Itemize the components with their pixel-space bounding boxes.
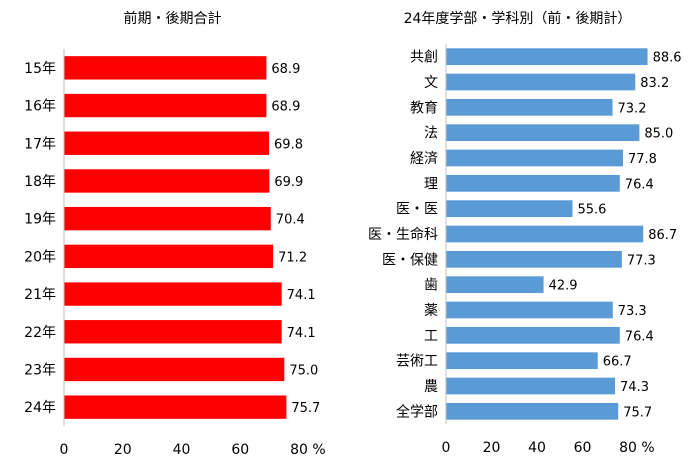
category-label: 18年 — [24, 174, 56, 190]
bar — [446, 73, 636, 91]
x-tick-label: 40 — [528, 440, 546, 456]
category-label: 薬 — [424, 303, 438, 319]
category-label: 農 — [424, 379, 438, 395]
bar — [64, 320, 282, 344]
data-label: 76.4 — [625, 329, 654, 344]
x-tick-label: 20 — [483, 440, 501, 456]
bar — [64, 206, 271, 231]
bar — [446, 377, 616, 395]
category-label: 法 — [424, 126, 438, 142]
category-label: 工 — [424, 328, 438, 344]
bar — [446, 48, 648, 66]
bar — [446, 250, 622, 268]
category-label: 20年 — [24, 249, 56, 265]
bar — [64, 131, 270, 155]
bar — [446, 276, 544, 294]
category-label: 文 — [424, 75, 438, 91]
data-label: 86.7 — [648, 228, 677, 243]
data-label: 73.3 — [618, 304, 647, 319]
data-label: 74.3 — [620, 380, 649, 395]
data-label: 42.9 — [549, 279, 578, 294]
data-label: 74.1 — [287, 288, 316, 303]
bar — [446, 301, 613, 319]
x-tick-label: 20 — [114, 442, 132, 458]
data-label: 77.8 — [628, 152, 657, 167]
bar — [446, 225, 644, 243]
data-label: 88.6 — [653, 51, 682, 66]
bar — [64, 244, 274, 269]
category-label: 医・医 — [396, 202, 438, 218]
bar — [64, 282, 282, 306]
category-label: 17年 — [24, 136, 56, 152]
category-label: 理 — [424, 176, 438, 192]
bar — [446, 200, 573, 218]
bar — [446, 149, 623, 167]
category-label: 全学部 — [396, 403, 438, 420]
bar — [446, 124, 640, 142]
data-label: 70.4 — [276, 213, 305, 228]
data-label: 73.2 — [618, 101, 647, 116]
category-label: 芸術工 — [396, 354, 438, 370]
category-label: 歯 — [424, 278, 438, 294]
data-label: 83.2 — [640, 76, 669, 91]
x-tick-label: 0 — [442, 440, 451, 456]
x-tick-label: 60 — [574, 440, 592, 456]
bar — [64, 93, 267, 118]
data-label: 66.7 — [603, 355, 632, 370]
category-label: 24年 — [24, 400, 56, 416]
bar — [446, 402, 619, 420]
data-label: 68.9 — [271, 62, 300, 77]
data-label: 69.9 — [274, 175, 303, 190]
bar-chart-by-faculty: 共創 88.6 文 83.2 教育 73.2 法 85.0 経済 77.8 理 76.4 医・医 55.6… — [368, 44, 682, 456]
data-label: 69.8 — [274, 137, 303, 152]
x-axis-unit: % — [641, 440, 654, 456]
data-label: 55.6 — [577, 203, 606, 218]
bar — [446, 326, 620, 344]
category-label: 医・保健 — [382, 252, 438, 268]
category-label: 共創 — [410, 50, 438, 66]
category-label: 教育 — [410, 100, 438, 116]
bar — [64, 56, 267, 80]
data-label: 77.3 — [627, 253, 656, 268]
bar — [64, 169, 270, 193]
category-label: 経済 — [410, 151, 438, 167]
x-tick-label: 60 — [231, 442, 249, 458]
x-tick-label: 0 — [60, 442, 69, 458]
data-label: 68.9 — [271, 100, 300, 115]
chart-title: 前期・後期合計 — [123, 11, 222, 27]
data-label: 71.2 — [278, 250, 307, 265]
data-label: 75.7 — [623, 405, 652, 420]
category-label: 16年 — [24, 99, 56, 115]
x-tick-label: 40 — [173, 442, 191, 458]
x-tick-label: 80 — [290, 442, 308, 458]
chart-total: 前期・後期合計 15年 68.9 16年 68.9 17年 69.8 18年 69.9 19年 7… — [24, 11, 326, 458]
category-label: 21年 — [24, 287, 56, 303]
category-label: 医・生命科 — [368, 226, 438, 243]
bar-chart-total: 15年 68.9 16年 68.9 17年 69.8 18年 69.9 19年 70.4 20年 71… — [24, 49, 326, 458]
category-label: 19年 — [24, 212, 56, 228]
data-label: 74.1 — [287, 326, 316, 341]
category-label: 15年 — [24, 61, 56, 77]
bar — [64, 395, 287, 419]
bar — [64, 357, 285, 382]
chart-by-faculty: 24年度学部・学科別（前・後期計） 共創 88.6 文 83.2 教育 73.2 法 85.0… — [345, 0, 690, 463]
x-axis-unit: % — [312, 442, 325, 458]
bar — [446, 174, 620, 192]
bar — [446, 352, 598, 370]
data-label: 76.4 — [625, 177, 654, 192]
x-tick-label: 80 — [619, 440, 637, 456]
chart-title: 24年度学部・学科別（前・後期計） — [403, 11, 632, 27]
category-label: 23年 — [24, 362, 56, 378]
data-label: 75.7 — [291, 401, 320, 416]
data-label: 85.0 — [644, 127, 673, 142]
category-label: 22年 — [24, 325, 56, 341]
data-label: 75.0 — [289, 363, 318, 378]
bar — [446, 98, 613, 116]
